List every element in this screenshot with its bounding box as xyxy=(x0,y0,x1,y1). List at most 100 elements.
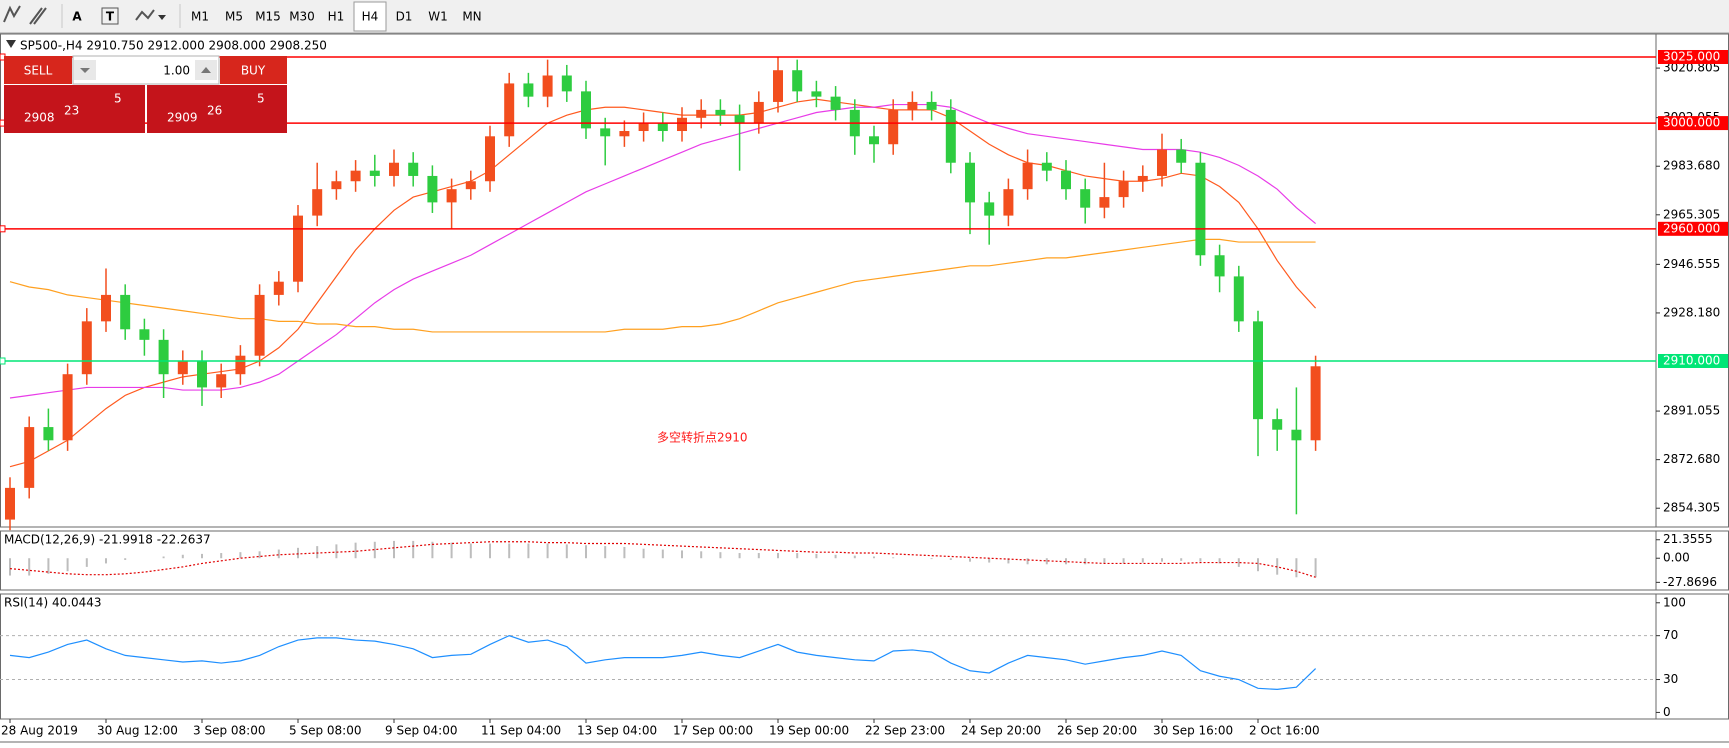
candle-body xyxy=(1233,276,1244,322)
timeframe-button[interactable]: H1 xyxy=(328,10,345,24)
candle-body xyxy=(1137,175,1148,182)
annotation: 多空转折点2910 xyxy=(657,430,748,445)
timeframe-button[interactable]: W1 xyxy=(428,10,448,24)
y-tick-label: 30 xyxy=(1663,672,1678,686)
bid-box[interactable] xyxy=(4,85,145,133)
y-tick-label: 2946.555 xyxy=(1663,257,1720,271)
level-label-bg xyxy=(1658,49,1728,64)
candle-body xyxy=(907,101,918,110)
candle-body xyxy=(773,70,783,102)
candle-body xyxy=(1272,419,1283,430)
candle-body xyxy=(945,109,956,163)
buy-label[interactable]: BUY xyxy=(241,64,266,78)
x-tick-label: 11 Sep 04:00 xyxy=(481,724,561,738)
active-timeframe xyxy=(353,1,387,32)
macd-bar xyxy=(277,549,280,559)
macd-bar xyxy=(220,553,223,559)
macd-bar xyxy=(681,550,683,559)
macd-bar xyxy=(431,541,434,559)
y-tick-label: 100 xyxy=(1663,595,1686,609)
sell-label[interactable]: SELL xyxy=(24,64,53,78)
macd-bar xyxy=(796,553,799,559)
candle-body xyxy=(81,321,92,375)
timeframe-button[interactable]: M5 xyxy=(225,10,243,24)
y-tick-label: 0.00 xyxy=(1663,551,1690,565)
candle-body xyxy=(561,75,572,92)
macd-bar xyxy=(1045,558,1048,565)
x-tick-label: 24 Sep 20:00 xyxy=(961,724,1041,738)
candle-body xyxy=(389,162,399,176)
macd-bar xyxy=(162,556,165,559)
ask-pips: 26 xyxy=(207,104,222,118)
macd-bar xyxy=(489,543,491,559)
candle-body xyxy=(254,294,265,356)
y-tick-label: 2928.180 xyxy=(1663,305,1720,319)
candle-body xyxy=(158,339,169,375)
bid-pips: 23 xyxy=(64,104,79,118)
candle-body xyxy=(446,189,457,203)
x-tick-label: 22 Sep 23:00 xyxy=(865,724,945,738)
x-tick-label: 30 Sep 16:00 xyxy=(1153,724,1233,738)
candle-body xyxy=(811,91,822,97)
indicator-title: RSI(14) 40.0443 xyxy=(4,596,102,610)
timeframe-button[interactable]: H4 xyxy=(362,10,379,24)
macd-bar xyxy=(1084,558,1087,565)
macd-bar xyxy=(930,558,933,560)
timeframe-button[interactable]: M15 xyxy=(255,10,281,24)
lot-input[interactable] xyxy=(72,55,220,85)
candle-body xyxy=(869,136,879,145)
sell-button[interactable] xyxy=(4,56,72,84)
icon-text[interactable] xyxy=(101,7,119,25)
y-tick-label: 2983.680 xyxy=(1663,159,1720,173)
macd-bar xyxy=(815,553,818,559)
candle-body xyxy=(1022,162,1033,190)
icon-text-t: T xyxy=(106,10,115,24)
icon-channel[interactable] xyxy=(29,7,47,25)
macd-bar xyxy=(834,554,837,559)
candle-body xyxy=(926,101,937,110)
candle-body xyxy=(581,91,591,129)
icon-arrows[interactable] xyxy=(135,9,155,21)
macd-bar xyxy=(258,551,261,559)
lot-value[interactable]: 1.00 xyxy=(163,64,190,78)
x-tick-label: 17 Sep 00:00 xyxy=(673,724,753,738)
candle-body xyxy=(312,189,323,216)
icon-dropdown[interactable] xyxy=(158,15,166,20)
ask-box[interactable] xyxy=(147,85,287,133)
timeframe-button[interactable]: D1 xyxy=(396,10,413,24)
macd-bar xyxy=(738,553,741,559)
candle-body xyxy=(1061,170,1071,190)
macd-bar xyxy=(335,544,338,559)
macd-bar xyxy=(873,556,875,559)
candle-body xyxy=(792,70,803,92)
candle-body xyxy=(197,360,207,388)
y-tick-label: 3020.805 xyxy=(1663,61,1720,75)
bid-fraction: 5 xyxy=(114,92,122,106)
timeframe-button[interactable]: M1 xyxy=(191,10,209,24)
buy-button[interactable] xyxy=(220,56,287,84)
one-click-trading: SELL 1.00 BUY 2908 23 5 2909 26 5 xyxy=(4,55,287,133)
icon-lines[interactable] xyxy=(3,5,21,23)
candle-body xyxy=(1176,149,1187,163)
tool-label[interactable]: A xyxy=(72,10,82,24)
y-tick-label: -27.8696 xyxy=(1663,575,1717,589)
timeframe-button[interactable]: MN xyxy=(462,10,481,24)
macd-bar xyxy=(412,540,415,559)
macd-bar xyxy=(124,558,127,560)
macd-bar xyxy=(642,548,645,559)
tool-icons: T xyxy=(3,4,181,28)
timeframe-button[interactable]: M30 xyxy=(289,10,315,24)
candle-body xyxy=(331,181,342,190)
macd-bar xyxy=(1161,558,1163,562)
candle-body xyxy=(734,115,745,124)
y-tick-label: 2854.305 xyxy=(1663,501,1720,515)
lot-up-arrow xyxy=(201,67,211,73)
candle-body xyxy=(1099,197,1110,208)
macd-bar xyxy=(661,549,664,559)
candle-body xyxy=(408,162,419,176)
macd-bar xyxy=(719,552,722,559)
macd-bar xyxy=(1122,558,1125,564)
